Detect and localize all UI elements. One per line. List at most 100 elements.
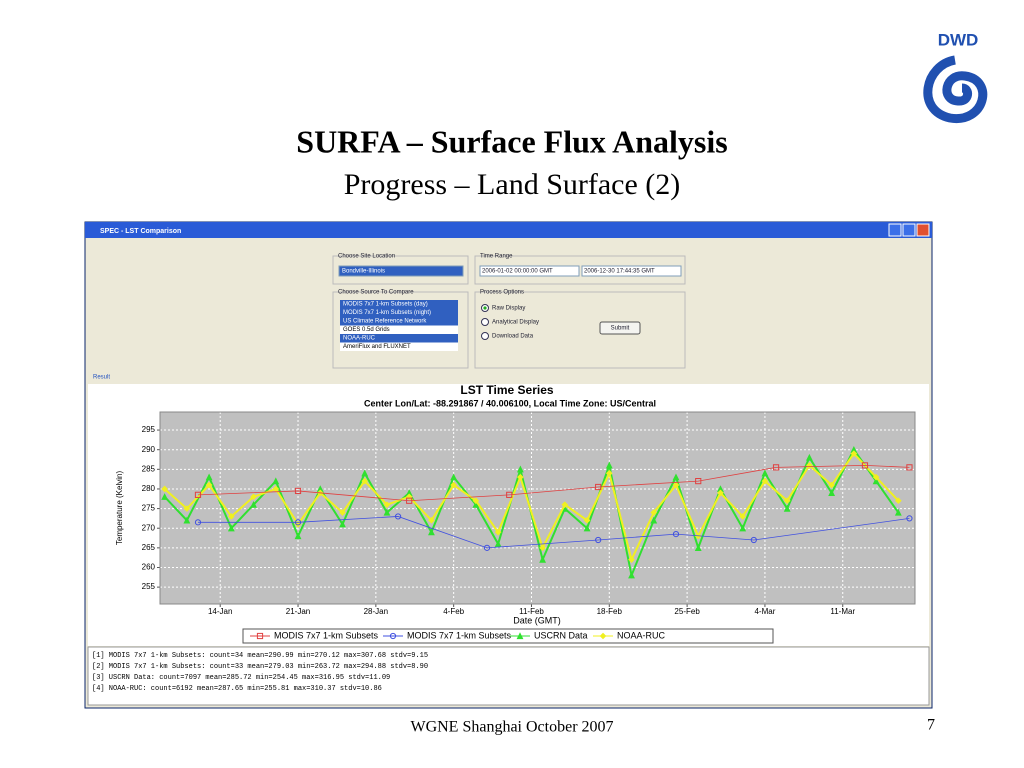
- submit-button[interactable]: [599, 321, 641, 335]
- data-point: [761, 477, 769, 485]
- page-number: 7: [927, 717, 935, 734]
- data-point: [750, 536, 757, 544]
- source-item[interactable]: [340, 342, 458, 352]
- data-point: [205, 481, 213, 489]
- data-point: [595, 536, 602, 544]
- data-point: [805, 453, 813, 461]
- title-bar: [85, 222, 932, 238]
- data-point: [428, 528, 435, 536]
- x-tick-label: 21-Jan: [286, 607, 310, 616]
- stats-line: [1] MODIS 7x7 1-km Subsets: count=34 mea…: [92, 652, 428, 660]
- source-item[interactable]: [340, 317, 458, 326]
- window-title: SPEC - LST Comparison: [100, 228, 181, 235]
- x-tick-label: 18-Feb: [597, 607, 623, 616]
- logo: DWD: [923, 30, 988, 123]
- data-point: [205, 473, 213, 481]
- data-point: [250, 493, 257, 501]
- source-text: AmeriFlux and FLUXNET: [343, 344, 411, 350]
- legend-label: MODIS 7x7 1-km Subsets: [274, 630, 379, 640]
- data-point: [595, 483, 602, 491]
- y-tick-label: 265: [142, 543, 156, 552]
- plot-frame: [159, 411, 916, 605]
- data-point: [517, 473, 524, 481]
- data-point: [828, 481, 835, 489]
- radio-dot: [483, 306, 487, 310]
- source-item[interactable]: [340, 325, 458, 335]
- radio-button[interactable]: [481, 318, 489, 326]
- data-point: [539, 555, 547, 563]
- source-item[interactable]: [340, 308, 458, 318]
- source-group: [332, 291, 469, 369]
- data-point: [227, 524, 235, 532]
- slide-subtitle: Progress – Land Surface (2): [344, 168, 681, 201]
- x-tick-label: 14-Jan: [208, 607, 232, 616]
- stats-line: [3] USCRN Data: count=7097 mean=285.72 m…: [92, 674, 390, 682]
- plot-area: [160, 412, 915, 604]
- site-dropdown[interactable]: [338, 265, 464, 277]
- footer: WGNE Shanghai October 2007: [410, 719, 613, 736]
- y-tick-label: 290: [142, 445, 156, 454]
- data-point: [694, 544, 702, 551]
- data-point: [772, 464, 780, 471]
- data-point: [516, 465, 524, 473]
- chart-title: LST Time Series: [460, 383, 553, 397]
- x-tick-label: 4-Feb: [443, 607, 464, 616]
- maximize-button[interactable]: [902, 223, 916, 237]
- minimize-button[interactable]: [888, 223, 902, 237]
- data-point: [561, 501, 569, 508]
- series-line: [163, 452, 900, 563]
- source-label: Choose Source To Compare: [338, 290, 414, 296]
- data-point: [583, 517, 591, 524]
- radio-button[interactable]: [481, 332, 489, 340]
- data-point: [672, 481, 680, 489]
- source-text: MODIS 7x7 1-km Subsets (day): [343, 302, 428, 308]
- data-point: [583, 524, 591, 532]
- data-point: [450, 473, 458, 481]
- y-tick-label: 295: [142, 425, 156, 434]
- data-point: [228, 513, 235, 520]
- data-point: [183, 505, 191, 512]
- time-end-text: 2006-12-30 17:44:35 GMT: [584, 269, 655, 275]
- data-point: [650, 516, 658, 524]
- data-point: [739, 524, 747, 532]
- x-tick-label: 11-Feb: [519, 607, 544, 616]
- data-point: [506, 491, 513, 498]
- data-point: [650, 509, 658, 516]
- data-point: [294, 519, 302, 526]
- time-start-text: 2006-01-02 00:00:00 GMT: [482, 269, 553, 275]
- time-group: [474, 255, 686, 285]
- data-point: [539, 544, 546, 552]
- option-text: Analytical Display: [492, 320, 539, 326]
- x-tick-label: 28-Jan: [364, 607, 388, 616]
- data-point: [183, 516, 191, 524]
- legend-label: NOAA-RUC: [617, 630, 666, 640]
- y-tick-label: 260: [142, 563, 156, 572]
- y-tick-label: 280: [142, 484, 156, 493]
- time-start[interactable]: [479, 265, 580, 277]
- source-text: US Climate Reference Network: [343, 319, 427, 325]
- time-end[interactable]: [581, 265, 682, 277]
- data-point: [672, 473, 680, 481]
- data-point: [294, 487, 302, 495]
- data-point: [294, 532, 302, 540]
- legend: [242, 628, 774, 644]
- option-text: Download Data: [492, 334, 534, 340]
- data-point: [161, 493, 169, 500]
- data-point: [194, 519, 202, 526]
- close-button[interactable]: [916, 223, 930, 237]
- data-point: [906, 464, 913, 471]
- site-group: [332, 255, 469, 285]
- time-label: Time Range: [480, 254, 513, 260]
- source-item[interactable]: [340, 300, 458, 309]
- data-point: [861, 462, 869, 469]
- data-point: [483, 544, 491, 551]
- data-point: [339, 520, 346, 528]
- data-point: [361, 477, 369, 485]
- data-point: [605, 461, 613, 469]
- logo-text: DWD: [938, 30, 979, 49]
- series-line: [197, 464, 910, 502]
- data-point: [428, 517, 435, 524]
- legend-marker: [389, 632, 397, 640]
- source-item[interactable]: [340, 334, 458, 343]
- data-point: [294, 520, 302, 528]
